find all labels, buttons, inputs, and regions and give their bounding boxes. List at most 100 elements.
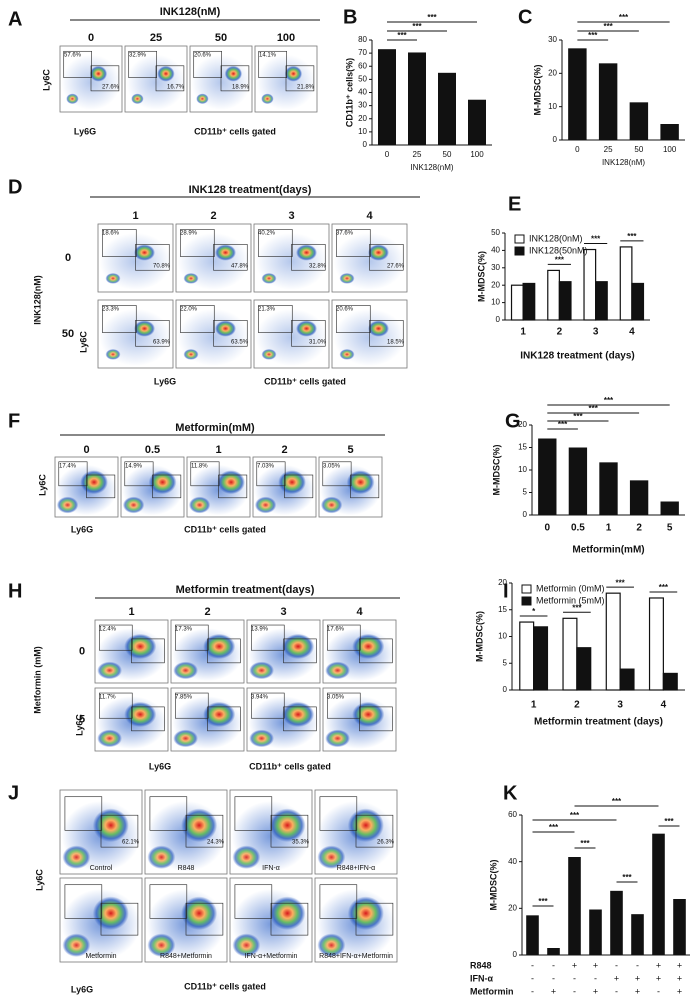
bar bbox=[519, 621, 535, 691]
cell-cluster bbox=[282, 633, 315, 660]
y-tick-label: 50 bbox=[491, 228, 500, 237]
cell-cluster bbox=[325, 661, 351, 680]
gate bbox=[100, 902, 139, 936]
x-tick-label: 0.5 bbox=[571, 523, 585, 534]
x-tick-label: 25 bbox=[413, 150, 422, 159]
condition-label: R848 bbox=[178, 865, 195, 872]
column-label: 50 bbox=[215, 32, 227, 44]
x-tick-label: 25 bbox=[604, 145, 613, 154]
y-axis-label: M-MDSC(%) bbox=[491, 445, 501, 496]
significance-label: *** bbox=[570, 811, 580, 820]
y-axis-label: M-MDSC(%) bbox=[476, 251, 486, 302]
cell-cluster bbox=[105, 272, 121, 284]
gate bbox=[207, 638, 241, 664]
legend-label: Metformin (5mM) bbox=[536, 595, 605, 605]
gate-percent: 63.9% bbox=[153, 340, 171, 346]
condition-name: R848 bbox=[470, 960, 492, 970]
condition-sign: + bbox=[677, 986, 682, 996]
gate bbox=[213, 244, 248, 271]
legend-label: INK128(50nM) bbox=[529, 245, 588, 255]
condition-sign: + bbox=[551, 986, 556, 996]
bar bbox=[631, 282, 645, 321]
cell-cluster bbox=[261, 348, 277, 360]
gate bbox=[185, 902, 224, 936]
y-tick-label: 80 bbox=[358, 35, 367, 44]
condition-sign: - bbox=[552, 960, 555, 970]
gate bbox=[149, 796, 188, 831]
x-tick-label: 50 bbox=[634, 145, 643, 154]
cell-cluster bbox=[148, 470, 177, 495]
bar bbox=[562, 617, 578, 691]
y-tick-label: 5 bbox=[523, 488, 528, 497]
gate-percent: 3.05% bbox=[327, 695, 345, 701]
gate-percent: 14.1% bbox=[259, 53, 277, 59]
gate-label: CD11b⁺ cells gated bbox=[184, 524, 266, 534]
condition-label: R848+IFN-α bbox=[337, 865, 375, 872]
gate bbox=[131, 706, 165, 732]
flow-x-label: Ly6G bbox=[71, 524, 93, 534]
y-tick-label: 20 bbox=[548, 68, 557, 77]
cell-cluster bbox=[346, 470, 375, 495]
y-tick-label: 0 bbox=[363, 140, 368, 149]
significance-label: *** bbox=[412, 22, 422, 31]
condition-sign: - bbox=[552, 973, 555, 983]
column-label: 1 bbox=[132, 210, 138, 222]
column-label: 0.5 bbox=[145, 444, 160, 456]
gate-percent: 20.6% bbox=[336, 307, 354, 313]
gate bbox=[251, 624, 285, 651]
gate-percent: 12.4% bbox=[99, 627, 117, 633]
significance-label: *** bbox=[659, 583, 669, 592]
x-tick-label: 4 bbox=[661, 700, 667, 711]
gate bbox=[64, 796, 103, 831]
flow-x-label: Ly6G bbox=[71, 984, 93, 994]
significance-label: *** bbox=[619, 13, 629, 22]
column-label: 25 bbox=[150, 32, 162, 44]
condition-sign: - bbox=[531, 986, 534, 996]
x-axis-label: Metformin(mM) bbox=[572, 545, 644, 556]
cell-cluster bbox=[147, 845, 176, 869]
cell-cluster bbox=[261, 93, 274, 105]
flow-title: Metformin treatment(days) bbox=[176, 584, 315, 596]
condition-label: IFN-α+Metformin bbox=[245, 953, 298, 960]
gate-percent: 47.8% bbox=[231, 264, 249, 270]
gate bbox=[220, 65, 250, 92]
significance-label: *** bbox=[580, 839, 590, 848]
panel-letter: G bbox=[505, 410, 521, 432]
legend-swatch bbox=[521, 584, 532, 594]
y-tick-label: 30 bbox=[491, 263, 500, 272]
gate-percent: 18.5% bbox=[387, 340, 405, 346]
gate-percent: 7.03% bbox=[257, 464, 275, 470]
condition-sign: - bbox=[573, 973, 576, 983]
gate bbox=[152, 474, 182, 499]
condition-sign: - bbox=[531, 960, 534, 970]
gate-percent: 13.9% bbox=[251, 627, 269, 633]
significance-label: *** bbox=[603, 22, 613, 31]
gate bbox=[283, 638, 317, 664]
gate bbox=[369, 320, 404, 347]
bar bbox=[568, 48, 587, 141]
column-label: 3 bbox=[280, 606, 286, 618]
bar bbox=[522, 282, 536, 321]
significance-label: *** bbox=[612, 797, 622, 806]
gate bbox=[258, 229, 293, 257]
y-tick-label: 30 bbox=[548, 35, 557, 44]
gate bbox=[149, 884, 188, 919]
cell-cluster bbox=[232, 845, 261, 869]
gate bbox=[86, 474, 116, 499]
bar bbox=[605, 592, 621, 691]
y-tick-label: 20 bbox=[491, 280, 500, 289]
cell-cluster bbox=[317, 933, 346, 957]
x-tick-label: 1 bbox=[531, 700, 537, 711]
gate-percent: 18.9% bbox=[232, 84, 250, 90]
bar bbox=[378, 49, 396, 145]
bar bbox=[468, 99, 486, 145]
gate bbox=[90, 65, 120, 92]
significance-label: *** bbox=[604, 396, 614, 405]
y-tick-label: 0 bbox=[503, 685, 508, 694]
gate-percent: 27.6% bbox=[102, 84, 120, 90]
significance-label: *** bbox=[427, 13, 437, 22]
gate-percent: 14.9% bbox=[125, 464, 143, 470]
x-tick-label: 2 bbox=[574, 700, 580, 711]
condition-sign: - bbox=[594, 973, 597, 983]
